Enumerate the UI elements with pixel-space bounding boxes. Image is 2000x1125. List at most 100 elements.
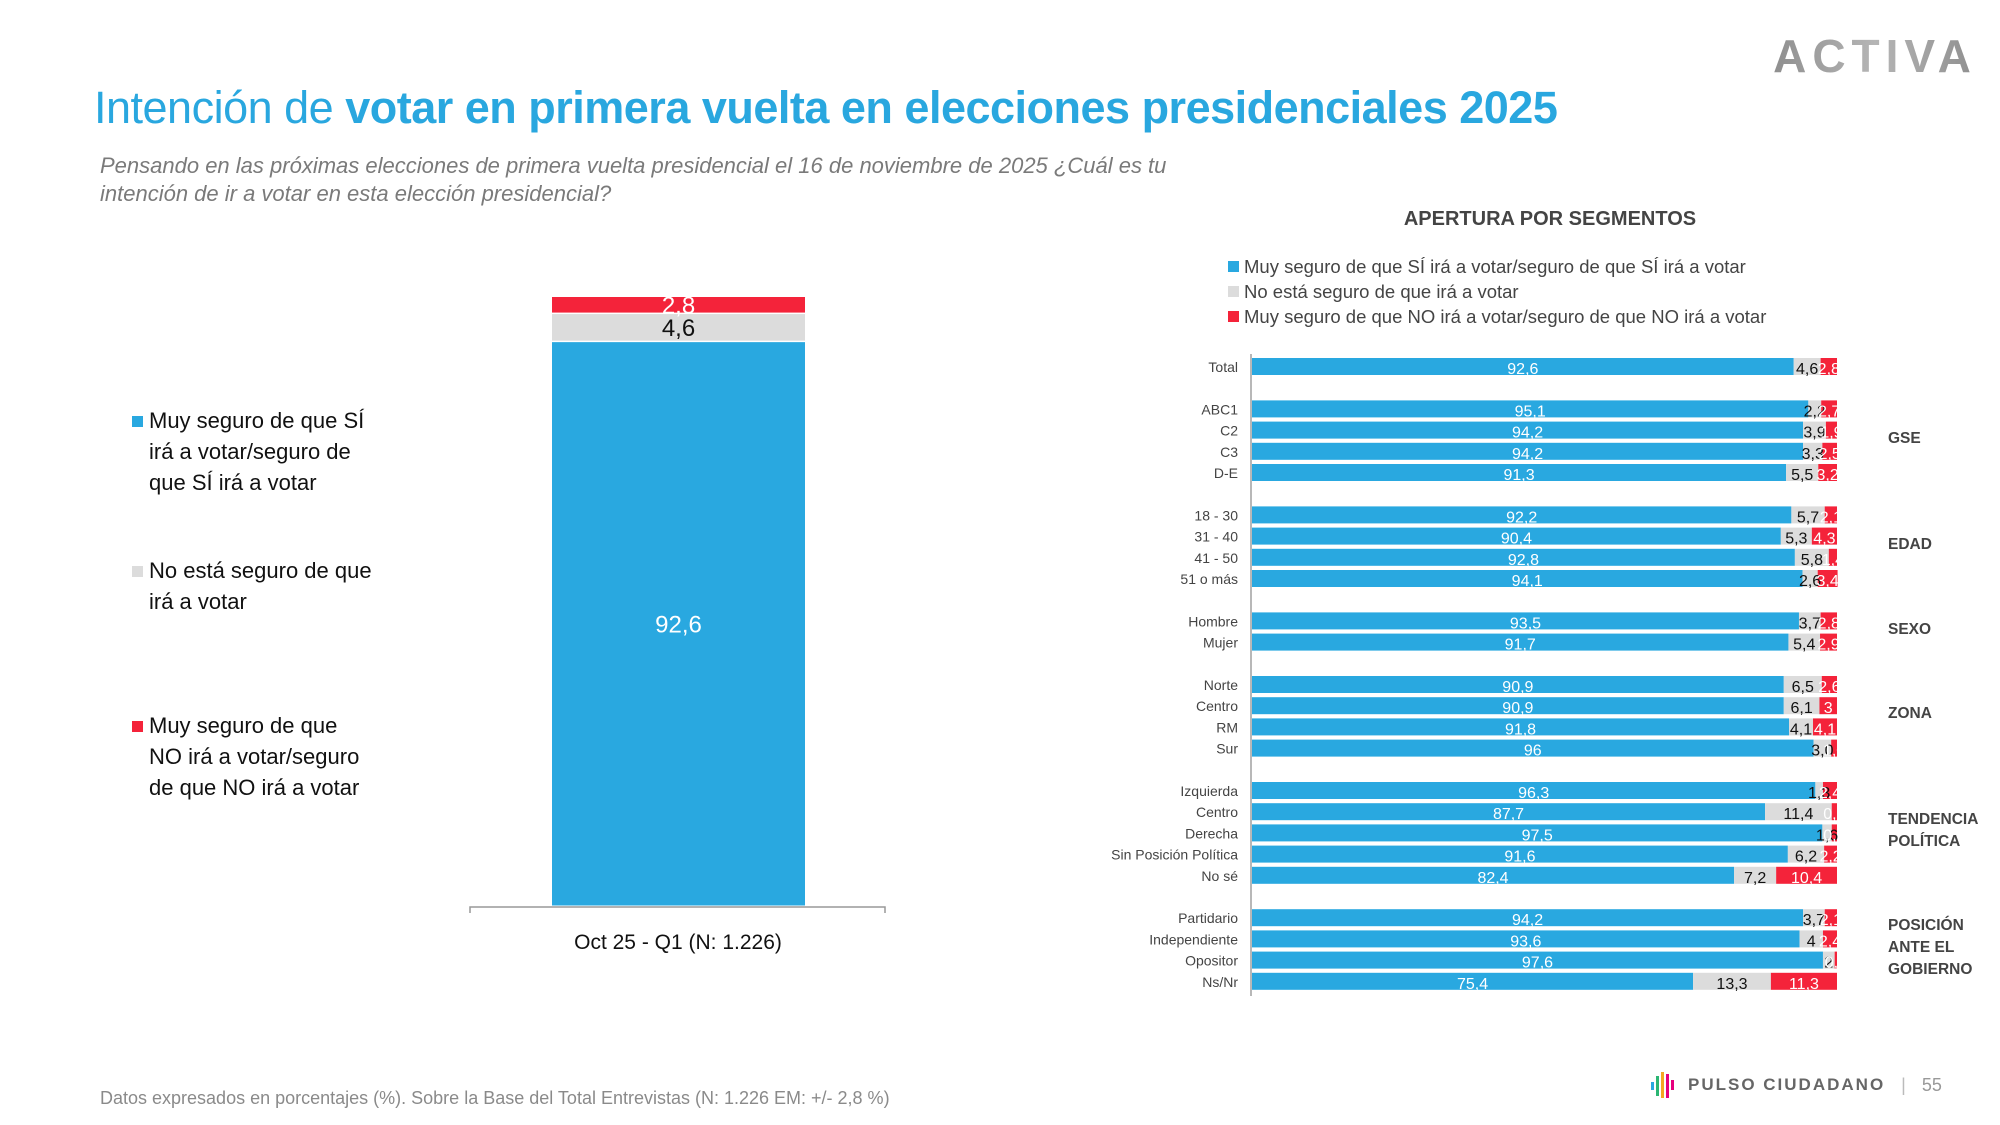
bar-segment-no-seguro (1786, 464, 1819, 481)
bar-segment-no (1831, 824, 1837, 842)
data-label-no-seguro: 3,0 (1811, 743, 1833, 760)
legend-item-si: Muy seguro de que SÍ irá a votar/seguro … (1228, 254, 1766, 279)
bar-segment-no (1834, 951, 1837, 969)
data-label-si: 94,1 (1512, 573, 1543, 590)
category-label: Total (1208, 359, 1238, 375)
bar-segment-no (1824, 845, 1837, 863)
category-label: Ns/Nr (1202, 974, 1238, 990)
title-bold: votar en primera vuelta en elecciones pr… (345, 82, 1558, 133)
bar-segment-si (1252, 442, 1804, 460)
bar-segment-no (1824, 506, 1837, 524)
bar-segment-si (1252, 909, 1804, 927)
category-label: Hombre (1188, 613, 1238, 629)
bar-segment-no (1820, 633, 1837, 651)
data-label-no: 4,3 (1813, 531, 1835, 548)
legend-item-no-seguro: No está seguro de que irá a votar (1228, 279, 1766, 304)
data-label-no: 2,9 (1817, 637, 1839, 654)
legend-swatch-no (132, 721, 143, 732)
data-label-si: 91,7 (1505, 637, 1536, 654)
data-label-si: 92,6 (1507, 361, 1538, 378)
bar-segment-si (1252, 548, 1795, 566)
data-label-no: 0,9 (1823, 827, 1845, 844)
legend-label-no: Muy seguro de que NO irá a votar/seguro … (1244, 306, 1767, 327)
bar-segment-no (1831, 803, 1837, 821)
data-label-no-seguro: 3,7 (1799, 615, 1821, 632)
data-label-no-seguro: 2,6 (1799, 573, 1821, 590)
data-label-no-seguro: 4 (1807, 933, 1816, 950)
bar-segment-si (1252, 803, 1766, 821)
category-label: 18 - 30 (1194, 507, 1238, 523)
bar-segment-si (1252, 633, 1789, 651)
bar-segment-no-seguro (1803, 909, 1825, 927)
bar-segment-no-seguro (1794, 548, 1829, 566)
data-label-no-seguro: 3,7 (1803, 912, 1825, 929)
bar-segment-si (1252, 739, 1814, 757)
footer-separator: | (1901, 1074, 1906, 1095)
data-label-si: 91,6 (1504, 849, 1535, 866)
data-label-si: 87,7 (1493, 806, 1524, 823)
bar-segment-no-seguro (1793, 358, 1821, 375)
data-label-no-seguro: 6,1 (1790, 700, 1812, 717)
page-title: Intención de votar en primera vuelta en … (94, 82, 1558, 134)
bar-segment-no-seguro (1693, 972, 1771, 990)
category-label: No sé (1201, 868, 1238, 884)
legend-label-si: Muy seguro de que SÍ irá a votar/seguro … (149, 408, 365, 495)
data-label-no: 2,2 (1819, 849, 1841, 866)
bar-segment-no (1822, 442, 1837, 460)
bar-segment-no (1824, 909, 1837, 927)
category-label: Derecha (1185, 825, 1238, 841)
data-label-no-seguro: 5,3 (1785, 531, 1807, 548)
data-label-no-seguro: 11,4 (1783, 806, 1813, 823)
bar-segment-no-seguro (1734, 866, 1777, 884)
bar-segment-no-seguro (1815, 782, 1823, 799)
bar-segment-no-seguro (1808, 400, 1822, 418)
segments-chart-title: APERTURA POR SEGMENTOS (1403, 208, 1697, 230)
category-label: Norte (1204, 677, 1238, 693)
data-label-si: 93,5 (1510, 615, 1541, 632)
bar-segment-no (1822, 782, 1837, 799)
bar-segment-si (1252, 421, 1804, 439)
legend-swatch-no (1228, 311, 1239, 322)
bar-segment-no (1828, 548, 1837, 566)
data-label-no-seguro: 4,1 (1790, 721, 1812, 738)
data-label-si: 82,4 (1477, 870, 1508, 887)
legend-item-no: Muy seguro de que NO irá a votar/seguro … (132, 710, 372, 803)
segment-group-label: GSE (1888, 429, 1921, 447)
bar-segment-si (1252, 527, 1781, 545)
bar-segment-no (1831, 739, 1837, 757)
data-label-si: 95,1 (1515, 403, 1546, 420)
data-label-si: 97,5 (1522, 827, 1553, 844)
data-label-si: 96,3 (1518, 785, 1549, 802)
data-label-si: 91,8 (1505, 721, 1536, 738)
bar-segment-si (1252, 464, 1787, 481)
category-label: Opositor (1185, 953, 1238, 969)
data-label-no-seguro: 4,6 (1796, 361, 1818, 378)
data-label-no-seguro: 5,8 (1801, 552, 1823, 569)
bar-segment-no (1819, 697, 1837, 715)
data-label-si: 97,6 (1522, 955, 1553, 972)
data-label-no-seguro: 4,6 (662, 315, 695, 342)
bar-segment-no-seguro (1789, 718, 1814, 736)
data-label-si: 93,6 (1510, 933, 1541, 950)
data-label-no: 2,4 (1819, 933, 1841, 950)
data-label-no-seguro: 6,5 (1792, 679, 1814, 696)
legend-item-no: Muy seguro de que NO irá a votar/seguro … (1228, 304, 1766, 329)
bar-segment-no-seguro (1802, 570, 1818, 587)
bar-segment-si (1252, 782, 1816, 799)
data-label-si: 92,8 (1508, 552, 1539, 569)
bar-segment-no (1821, 400, 1837, 418)
data-label-no: 2,5 (1819, 446, 1841, 463)
data-label-no-seguro: 3,9 (1803, 425, 1825, 442)
data-label-no: 0,9 (1823, 806, 1845, 823)
data-label-no-seguro: 1,3 (1808, 785, 1830, 802)
bar-segment-no-seguro (1803, 421, 1826, 439)
bar-segment-si (1252, 824, 1823, 842)
bar-segment-si (1252, 697, 1784, 715)
data-label-si: 92,2 (1506, 509, 1537, 526)
data-label-no: 11,3 (1789, 976, 1819, 993)
page-number: 55 (1921, 1074, 1942, 1095)
bar-segment-si (1252, 612, 1799, 630)
data-label-no: 2,4 (1819, 785, 1841, 802)
svg-text:ACTIVA: ACTIVA (1773, 30, 1977, 80)
bar-segment-no-seguro (1822, 951, 1835, 969)
